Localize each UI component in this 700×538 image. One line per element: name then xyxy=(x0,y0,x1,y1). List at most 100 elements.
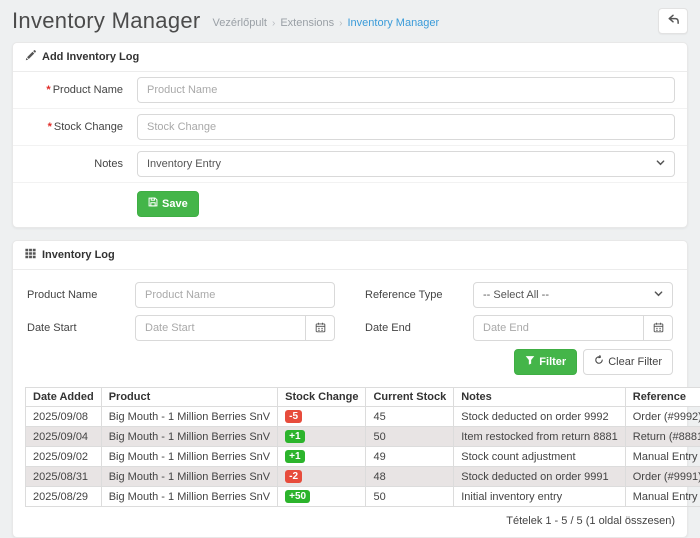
save-button[interactable]: Save xyxy=(137,191,199,217)
save-button-label: Save xyxy=(162,198,188,211)
refresh-icon xyxy=(594,355,604,369)
stock-change-badge: +1 xyxy=(285,450,304,463)
column-header-date-added: Date Added xyxy=(26,388,102,407)
breadcrumb-separator: › xyxy=(272,18,275,29)
cell-product: Big Mouth - 1 Million Berries SnV xyxy=(101,467,277,487)
required-mark: * xyxy=(48,121,52,133)
cell-current-stock: 50 xyxy=(366,427,454,447)
cell-current-stock: 45 xyxy=(366,407,454,427)
cell-reference: Order (#9991) xyxy=(625,467,700,487)
cell-date-added: 2025/09/04 xyxy=(26,427,102,447)
notes-select-value: Inventory Entry xyxy=(147,158,221,170)
cell-current-stock: 50 xyxy=(366,487,454,507)
form-row-save: Save xyxy=(13,183,687,227)
cell-current-stock: 49 xyxy=(366,447,454,467)
filter-section: Product Name Reference Type -- Select Al… xyxy=(13,270,687,341)
filter-product-name-label: Product Name xyxy=(27,289,135,301)
cell-reference: Manual Entry (#2) xyxy=(625,447,700,467)
column-header-stock-change: Stock Change xyxy=(278,388,366,407)
stock-change-input[interactable] xyxy=(137,114,675,140)
table-row: 2025/09/02 Big Mouth - 1 Million Berries… xyxy=(26,447,700,467)
add-panel-title: Add Inventory Log xyxy=(42,51,139,63)
filter-date-end-label: Date End xyxy=(365,322,473,334)
cell-stock-change: +50 xyxy=(278,487,366,507)
reference-type-select-value: -- Select All -- xyxy=(483,289,549,301)
back-button[interactable] xyxy=(658,8,688,34)
inventory-log-panel: Inventory Log Product Name Reference Typ… xyxy=(12,240,688,538)
column-header-notes: Notes xyxy=(454,388,626,407)
inventory-log-table: Date Added Product Stock Change Current … xyxy=(25,387,700,507)
stock-change-badge: +50 xyxy=(285,490,310,503)
cell-stock-change: +1 xyxy=(278,427,366,447)
add-panel-header: Add Inventory Log xyxy=(13,43,687,72)
cell-product: Big Mouth - 1 Million Berries SnV xyxy=(101,487,277,507)
page-root: Inventory Manager Vezérlőpult › Extensio… xyxy=(0,0,700,538)
form-row-notes: Notes Inventory Entry xyxy=(13,146,687,183)
inventory-log-table-wrap: Date Added Product Stock Change Current … xyxy=(13,385,687,507)
cell-reference: Order (#9992) xyxy=(625,407,700,427)
log-panel-header: Inventory Log xyxy=(13,241,687,270)
table-row: 2025/08/31 Big Mouth - 1 Million Berries… xyxy=(26,467,700,487)
add-inventory-log-panel: Add Inventory Log *Product Name *Stock C… xyxy=(12,42,688,228)
pagination-summary: Tételek 1 - 5 / 5 (1 oldal összesen) xyxy=(13,507,687,537)
date-start-input[interactable] xyxy=(135,315,305,341)
filter-reference-type-row: Reference Type -- Select All -- xyxy=(365,282,673,308)
filter-date-end-row: Date End xyxy=(365,315,673,341)
cell-stock-change: -2 xyxy=(278,467,366,487)
reference-type-select[interactable]: -- Select All -- xyxy=(473,282,673,308)
breadcrumb-item-inventory-manager[interactable]: Inventory Manager xyxy=(347,17,439,29)
header-bar: Inventory Manager Vezérlőpult › Extensio… xyxy=(12,6,688,42)
calendar-icon xyxy=(315,321,326,336)
cell-product: Big Mouth - 1 Million Berries SnV xyxy=(101,407,277,427)
column-header-product: Product xyxy=(101,388,277,407)
cell-reference: Return (#8881) xyxy=(625,427,700,447)
table-row: 2025/09/04 Big Mouth - 1 Million Berries… xyxy=(26,427,700,447)
table-row: 2025/08/29 Big Mouth - 1 Million Berries… xyxy=(26,487,700,507)
clear-filter-button-label: Clear Filter xyxy=(608,356,662,369)
product-name-input[interactable] xyxy=(137,77,675,103)
cell-date-added: 2025/08/29 xyxy=(26,487,102,507)
cell-date-added: 2025/09/02 xyxy=(26,447,102,467)
cell-notes: Stock count adjustment xyxy=(454,447,626,467)
form-row-product-name: *Product Name xyxy=(13,72,687,109)
breadcrumb-item-dashboard[interactable]: Vezérlőpult xyxy=(213,17,267,29)
filter-button-label: Filter xyxy=(539,356,566,369)
breadcrumb-item-extensions[interactable]: Extensions xyxy=(280,17,334,29)
calendar-icon xyxy=(653,321,664,336)
cell-notes: Initial inventory entry xyxy=(454,487,626,507)
notes-label: Notes xyxy=(25,158,137,170)
filter-date-start-row: Date Start xyxy=(27,315,335,341)
table-header-row: Date Added Product Stock Change Current … xyxy=(26,388,700,407)
filter-reference-type-label: Reference Type xyxy=(365,289,473,301)
cell-notes: Stock deducted on order 9991 xyxy=(454,467,626,487)
back-arrow-icon xyxy=(667,13,680,29)
date-end-input[interactable] xyxy=(473,315,643,341)
filter-button[interactable]: Filter xyxy=(514,349,577,375)
pencil-icon xyxy=(25,50,36,64)
breadcrumb: Vezérlőpult › Extensions › Inventory Man… xyxy=(213,17,440,29)
notes-select[interactable]: Inventory Entry xyxy=(137,151,675,177)
cell-stock-change: -5 xyxy=(278,407,366,427)
cell-notes: Stock deducted on order 9992 xyxy=(454,407,626,427)
chevron-down-icon xyxy=(656,158,665,170)
column-header-current-stock: Current Stock xyxy=(366,388,454,407)
funnel-icon xyxy=(525,355,535,369)
cell-product: Big Mouth - 1 Million Berries SnV xyxy=(101,447,277,467)
required-mark: * xyxy=(46,84,50,96)
table-row: 2025/09/08 Big Mouth - 1 Million Berries… xyxy=(26,407,700,427)
form-row-stock-change: *Stock Change xyxy=(13,109,687,146)
date-start-calendar-button[interactable] xyxy=(305,315,335,341)
filter-date-start-label: Date Start xyxy=(27,322,135,334)
breadcrumb-separator: › xyxy=(339,18,342,29)
filter-product-name-input[interactable] xyxy=(135,282,335,308)
stock-change-badge: +1 xyxy=(285,430,304,443)
date-end-calendar-button[interactable] xyxy=(643,315,673,341)
clear-filter-button[interactable]: Clear Filter xyxy=(583,349,673,375)
filter-buttons: Filter Clear Filter xyxy=(13,341,687,385)
cell-current-stock: 48 xyxy=(366,467,454,487)
column-header-reference: Reference xyxy=(625,388,700,407)
cell-notes: Item restocked from return 8881 xyxy=(454,427,626,447)
save-icon xyxy=(148,197,158,211)
cell-date-added: 2025/08/31 xyxy=(26,467,102,487)
cell-product: Big Mouth - 1 Million Berries SnV xyxy=(101,427,277,447)
